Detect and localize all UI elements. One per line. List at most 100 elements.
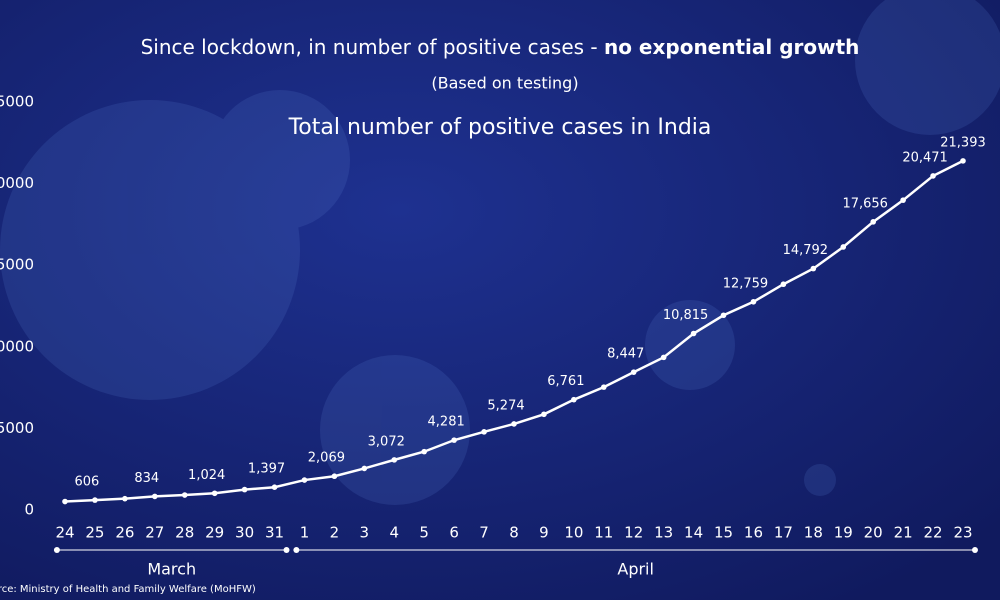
y-tick-label: 15000	[0, 256, 34, 274]
point	[601, 384, 607, 390]
x-tick-label: 8	[509, 524, 519, 542]
month-bracket-end	[283, 547, 290, 553]
data-label: 14,792	[783, 243, 829, 258]
x-tick-label: 26	[115, 524, 134, 542]
data-label: 6,761	[547, 374, 584, 389]
x-tick-label: 10	[564, 524, 583, 542]
x-tick-label: 12	[624, 524, 643, 542]
month-bracket-end	[53, 547, 60, 553]
x-tick-label: 24	[55, 524, 74, 542]
x-tick-label: 7	[479, 524, 489, 542]
headline-text: Since lockdown, in number of positive ca…	[141, 35, 604, 59]
point	[421, 448, 428, 455]
x-tick-label: 30	[235, 524, 254, 542]
data-label: 5,274	[487, 398, 524, 413]
headline: Since lockdown, in number of positive ca…	[141, 35, 860, 59]
month-label: March	[147, 560, 196, 579]
point	[241, 486, 248, 493]
point	[122, 495, 128, 502]
x-tick-label: 20	[864, 524, 883, 542]
x-tick-label: 2	[330, 524, 340, 542]
chart-title: Total number of positive cases in India	[288, 115, 712, 140]
x-tick-label: 27	[145, 524, 164, 542]
x-tick-label: 23	[953, 524, 972, 542]
point	[451, 437, 457, 443]
x-tick-label: 25	[85, 524, 104, 542]
x-tick-label: 18	[804, 524, 823, 542]
point	[960, 158, 966, 164]
point	[720, 312, 727, 319]
x-tick-label: 14	[684, 524, 703, 542]
x-tick-label: 6	[449, 524, 459, 542]
data-label: 3,072	[368, 434, 405, 449]
point	[271, 484, 278, 491]
point	[511, 421, 517, 427]
x-tick-label: 29	[205, 524, 224, 542]
point	[750, 298, 757, 305]
point	[780, 281, 787, 288]
point	[690, 330, 697, 337]
point	[301, 477, 308, 483]
x-tick-label: 17	[774, 524, 793, 542]
point	[62, 498, 68, 505]
point	[840, 244, 847, 250]
x-tick-label: 4	[389, 524, 399, 542]
x-tick-label: 31	[265, 524, 284, 542]
data-label: 21,393	[940, 135, 986, 150]
data-label: 20,471	[902, 150, 948, 165]
point	[630, 369, 637, 375]
subtitle: (Based on testing)	[431, 74, 578, 93]
point	[361, 465, 368, 472]
y-tick-label: 5000	[0, 419, 34, 437]
source: Source: Ministry of Health and Family We…	[0, 584, 256, 595]
virus-decoration	[0, 0, 1000, 505]
y-tick-label: 25000	[0, 93, 34, 111]
point	[211, 490, 218, 497]
point	[481, 429, 487, 435]
x-tick-label: 5	[419, 524, 429, 542]
data-label: 606	[75, 475, 100, 490]
y-tick-label: 0	[24, 501, 34, 519]
point	[331, 473, 338, 480]
y-tick-label: 20000	[0, 174, 34, 192]
x-tick-label: 28	[175, 524, 194, 542]
x-tick-label: 3	[360, 524, 370, 542]
point	[810, 265, 817, 272]
data-label: 2,069	[308, 451, 345, 466]
data-label: 1,397	[248, 462, 285, 477]
data-label: 8,447	[607, 347, 644, 362]
data-label: 1,024	[188, 468, 225, 483]
x-tick-label: 13	[654, 524, 673, 542]
x-tick-label: 15	[714, 524, 733, 542]
data-label: 10,815	[663, 308, 709, 323]
point	[181, 492, 188, 498]
x-tick-label: 22	[924, 524, 943, 542]
data-label: 834	[134, 471, 159, 486]
y-tick-label: 10000	[0, 337, 34, 355]
point	[92, 497, 98, 503]
x-tick-label: 9	[539, 524, 549, 542]
point	[660, 354, 667, 361]
month-label: April	[617, 560, 654, 579]
x-tick-label: 19	[834, 524, 853, 542]
point	[900, 197, 906, 203]
month-bracket-end	[971, 547, 978, 553]
point	[930, 173, 936, 179]
x-tick-label: 1	[300, 524, 310, 542]
point	[391, 457, 398, 463]
data-label: 12,759	[723, 276, 769, 291]
x-tick-label: 16	[744, 524, 763, 542]
point	[571, 396, 577, 403]
headline-emphasis: no exponential growth	[604, 35, 859, 59]
data-label: 17,656	[842, 196, 888, 211]
point	[541, 411, 547, 418]
data-label: 4,281	[428, 415, 465, 430]
x-tick-label: 21	[894, 524, 913, 542]
month-bracket-end	[293, 547, 300, 553]
point	[152, 493, 158, 500]
x-tick-label: 11	[594, 524, 613, 542]
point	[870, 219, 876, 225]
